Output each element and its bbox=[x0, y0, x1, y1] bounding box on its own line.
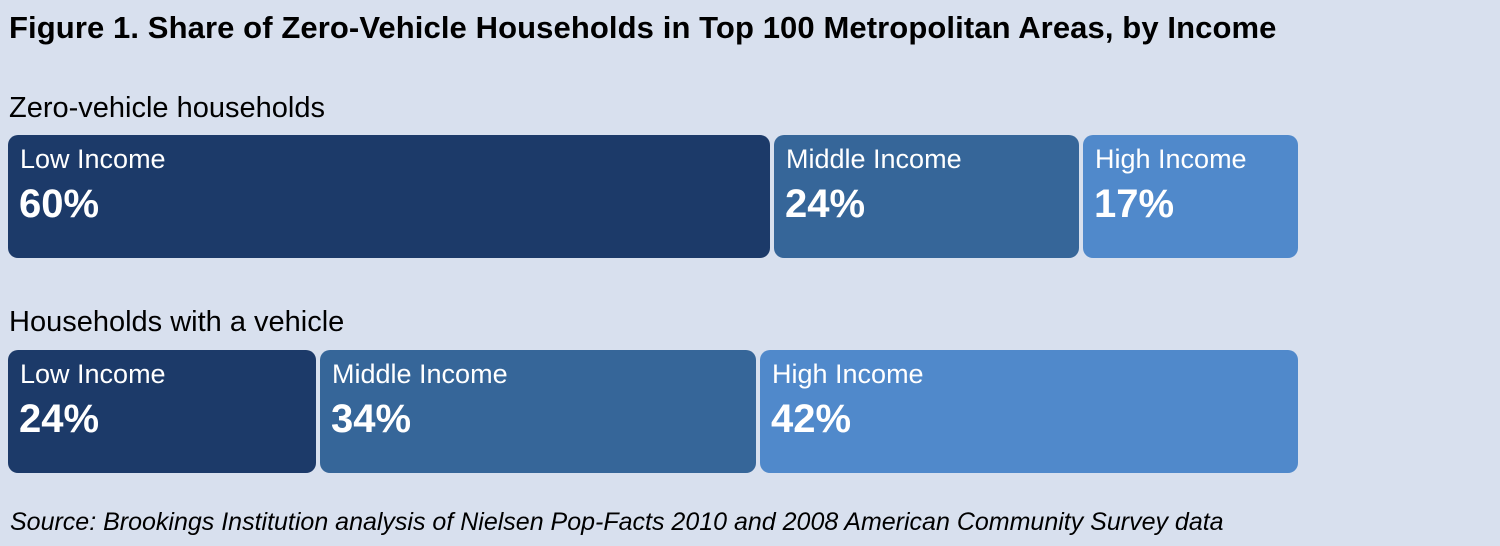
segment-label: Low Income bbox=[20, 359, 166, 389]
stacked-bar-zero-vehicle: Low Income 60% Middle Income 24% High Income… bbox=[8, 135, 1298, 258]
bar-segment-low-income: Low Income 60% bbox=[8, 135, 770, 258]
bar-segment-high-income: High Income 17% bbox=[1083, 135, 1298, 258]
source-note: Source: Brookings Institution analysis o… bbox=[10, 508, 1224, 536]
segment-value: 24% bbox=[785, 182, 866, 226]
segment-label: Middle Income bbox=[786, 144, 962, 174]
segment-value: 34% bbox=[331, 397, 412, 441]
segment-label: Low Income bbox=[20, 144, 166, 174]
group-label-with-vehicle: Households with a vehicle bbox=[9, 306, 345, 338]
bar-segment-middle-income: Middle Income 34% bbox=[320, 350, 756, 473]
bar-segment-middle-income: Middle Income 24% bbox=[774, 135, 1079, 258]
segment-value: 17% bbox=[1094, 182, 1175, 226]
group-label-zero-vehicle: Zero-vehicle households bbox=[9, 92, 325, 124]
segment-label: Middle Income bbox=[332, 359, 508, 389]
segment-value: 60% bbox=[19, 182, 100, 226]
stacked-bar-with-vehicle: Low Income 24% Middle Income 34% High Income… bbox=[8, 350, 1298, 473]
segment-label: High Income bbox=[772, 359, 924, 389]
segment-value: 42% bbox=[771, 397, 852, 441]
segment-value: 24% bbox=[19, 397, 100, 441]
bar-segment-low-income: Low Income 24% bbox=[8, 350, 316, 473]
chart-title: Figure 1. Share of Zero-Vehicle Househol… bbox=[9, 10, 1277, 45]
segment-label: High Income bbox=[1095, 144, 1247, 174]
bar-segment-high-income: High Income 42% bbox=[760, 350, 1298, 473]
